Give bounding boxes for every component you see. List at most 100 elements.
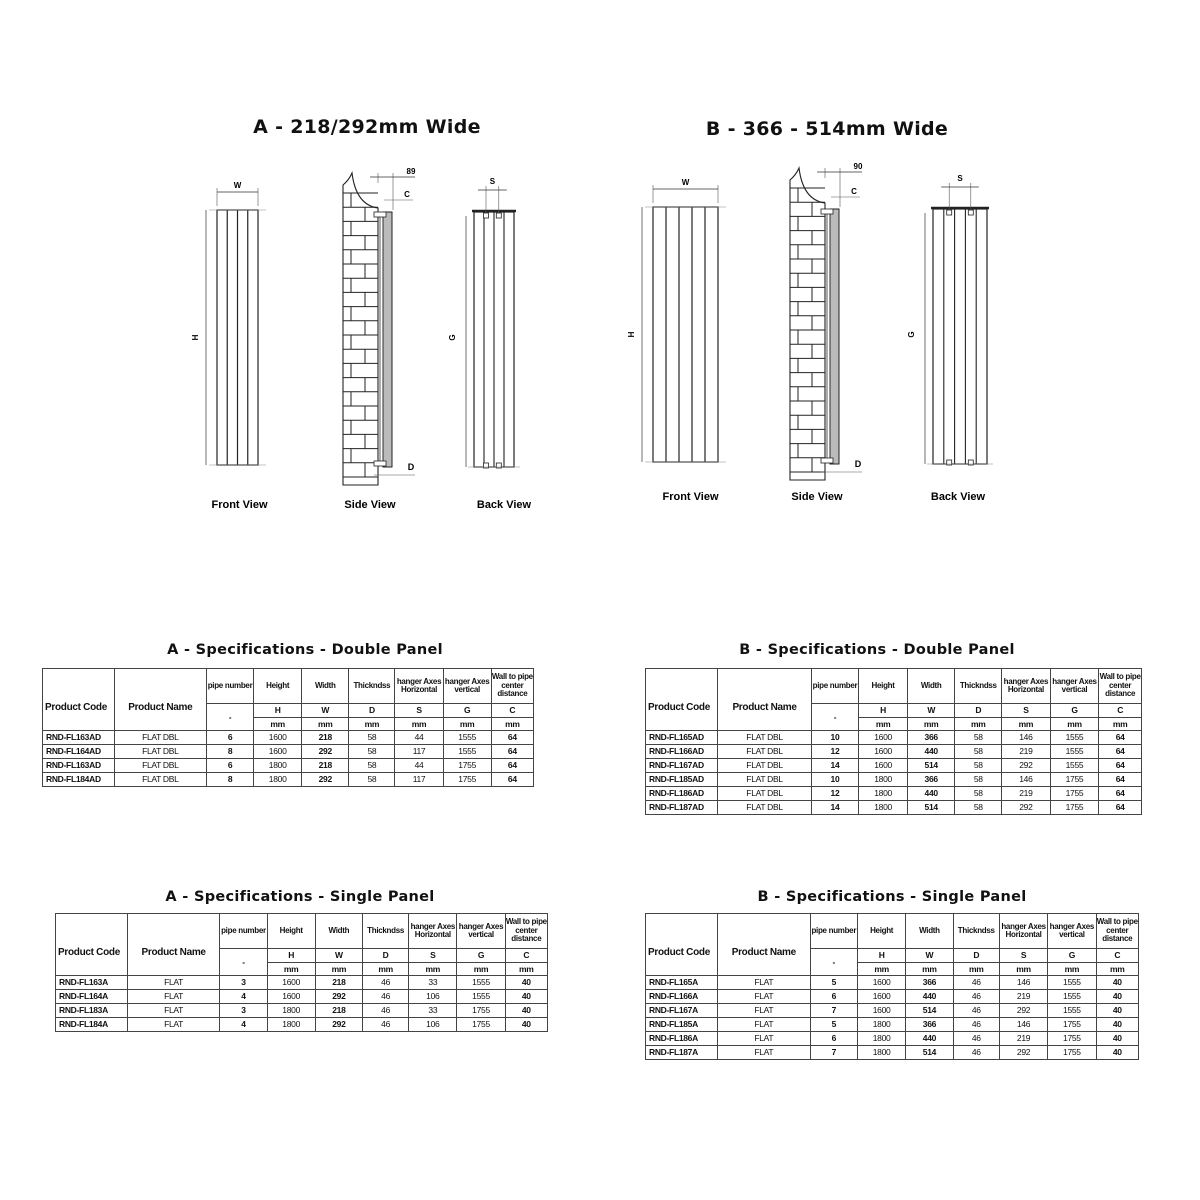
spec-value: 106	[408, 989, 458, 1004]
column-unit: mm	[905, 962, 954, 976]
top-bracket	[373, 211, 387, 218]
spec-value: 1600	[858, 730, 908, 745]
column-symbol: S	[998, 948, 1049, 963]
spec-value: 40	[1095, 1017, 1140, 1032]
spec-value: 219	[1001, 744, 1051, 759]
column-symbol: H	[858, 703, 908, 718]
spec-value: 1600	[856, 975, 907, 990]
column-unit: mm	[1001, 717, 1051, 731]
c-dimension-label: C	[404, 190, 410, 199]
column-header: Product Code	[644, 668, 719, 731]
table-row: RND-FL163AD FLAT DBL 6 1800 218 58 44 1755 64	[42, 758, 535, 773]
c-dimension-label: C	[851, 187, 857, 196]
column-header: Product Name	[126, 913, 221, 976]
radiator-side-profile	[382, 211, 393, 468]
column-symbol: C	[490, 703, 535, 718]
spec-value: 292	[1001, 800, 1051, 815]
column-header: Thickndss	[952, 913, 1000, 949]
spec-value: 514	[906, 758, 956, 773]
column-symbol: D	[954, 703, 1003, 718]
radiator-side-profile	[829, 208, 840, 465]
spec-value: 46	[952, 975, 1000, 990]
table-b-single-title: B - Specifications - Single Panel	[757, 889, 1027, 905]
product-code: RND-FL185A	[645, 1017, 718, 1032]
spec-value: 440	[905, 989, 954, 1004]
product-name: FLAT	[716, 1017, 811, 1032]
spec-value: 292	[998, 1045, 1049, 1060]
column-symbol: H	[253, 703, 303, 718]
spec-value: 3	[219, 1003, 268, 1018]
column-symbol: -	[219, 948, 268, 976]
spec-value: 366	[906, 772, 956, 787]
spec-value: 40	[1095, 989, 1140, 1004]
spec-value: 44	[394, 730, 444, 745]
column-unit: mm	[314, 962, 363, 976]
spec-value: 1555	[442, 744, 492, 759]
column-header: hanger Axes vertical	[442, 668, 492, 704]
column-unit: mm	[952, 962, 1000, 976]
spec-value: 64	[490, 730, 535, 745]
column-header: Width	[301, 668, 350, 704]
front-view-outline	[652, 206, 719, 463]
hanger-point	[483, 462, 489, 469]
spec-value: 1800	[858, 772, 908, 787]
back-view-label: Back View	[477, 499, 532, 511]
spec-table-a-single: Product Code Product Name pipe number Heigh…	[55, 913, 549, 1032]
spec-value: 117	[394, 772, 444, 787]
spec-value: 4	[219, 1017, 268, 1032]
product-name: FLAT DBL	[717, 772, 812, 787]
column-symbol: W	[905, 948, 954, 963]
spec-value: 292	[301, 744, 350, 759]
column-header: hanger Axes vertical	[1047, 913, 1097, 949]
spec-value: 1555	[1049, 758, 1100, 773]
column-header: hanger Axes Horizontal	[1001, 668, 1051, 704]
spec-table-b-single: Product Code Product Name pipe number Heigh…	[645, 913, 1140, 1060]
column-unit: mm	[301, 717, 350, 731]
column-unit: mm	[266, 962, 316, 976]
column-header: Thickndss	[954, 668, 1003, 704]
spec-value: 10	[810, 730, 860, 745]
spec-value: 33	[408, 975, 458, 990]
table-row: RND-FL183A FLAT 3 1800 218 46 33 1755 40	[55, 1003, 549, 1018]
offset-dimension-label: 90	[854, 162, 863, 171]
spec-value: 292	[998, 1003, 1049, 1018]
d-dimension-label: D	[855, 459, 862, 469]
product-code: RND-FL167A	[645, 1003, 718, 1018]
spec-value: 218	[314, 1003, 363, 1018]
column-symbol: C	[504, 948, 549, 963]
product-name: FLAT DBL	[717, 730, 812, 745]
header-row: Product Code Product Name pipe number Heigh…	[55, 913, 549, 976]
header-row: Product Code Product Name pipe number Heigh…	[644, 668, 1142, 731]
spec-value: 7	[809, 1045, 858, 1060]
table-a-single-title: A - Specifications - Single Panel	[165, 889, 435, 905]
hanger-point	[946, 459, 953, 466]
spec-value: 40	[1095, 1003, 1140, 1018]
spec-table-b-double: Product Code Product Name pipe number Heigh…	[644, 668, 1142, 815]
table-row: RND-FL186A FLAT 6 1800 440 46 219 1755 40	[645, 1031, 1140, 1046]
spec-value: 33	[408, 1003, 458, 1018]
spec-value: 58	[954, 800, 1003, 815]
brick-wall-outline	[342, 170, 379, 486]
table-row: RND-FL187A FLAT 7 1800 514 46 292 1755 40	[645, 1045, 1140, 1060]
h-dimension-label: H	[191, 334, 200, 340]
spec-value: 292	[314, 1017, 363, 1032]
product-code: RND-FL163A	[55, 975, 128, 990]
spec-value: 6	[809, 1031, 858, 1046]
column-unit: mm	[442, 717, 492, 731]
spec-value: 40	[504, 1003, 549, 1018]
column-symbol: S	[1001, 703, 1051, 718]
spec-value: 64	[490, 758, 535, 773]
column-header: Wall to pipe center distance	[1095, 913, 1140, 949]
spec-value: 218	[314, 975, 363, 990]
spec-value: 46	[952, 989, 1000, 1004]
column-symbol: D	[952, 948, 1000, 963]
side-view-label: Side View	[791, 491, 843, 503]
column-symbol: W	[314, 948, 363, 963]
front-view-label: Front View	[211, 499, 267, 511]
spec-value: 146	[998, 1017, 1049, 1032]
spec-value: 46	[361, 1003, 410, 1018]
table-row: RND-FL184AD FLAT DBL 8 1800 292 58 117 1755 64	[42, 772, 535, 787]
spec-value: 1555	[456, 975, 506, 990]
column-header: Width	[906, 668, 956, 704]
spec-value: 1800	[253, 772, 303, 787]
